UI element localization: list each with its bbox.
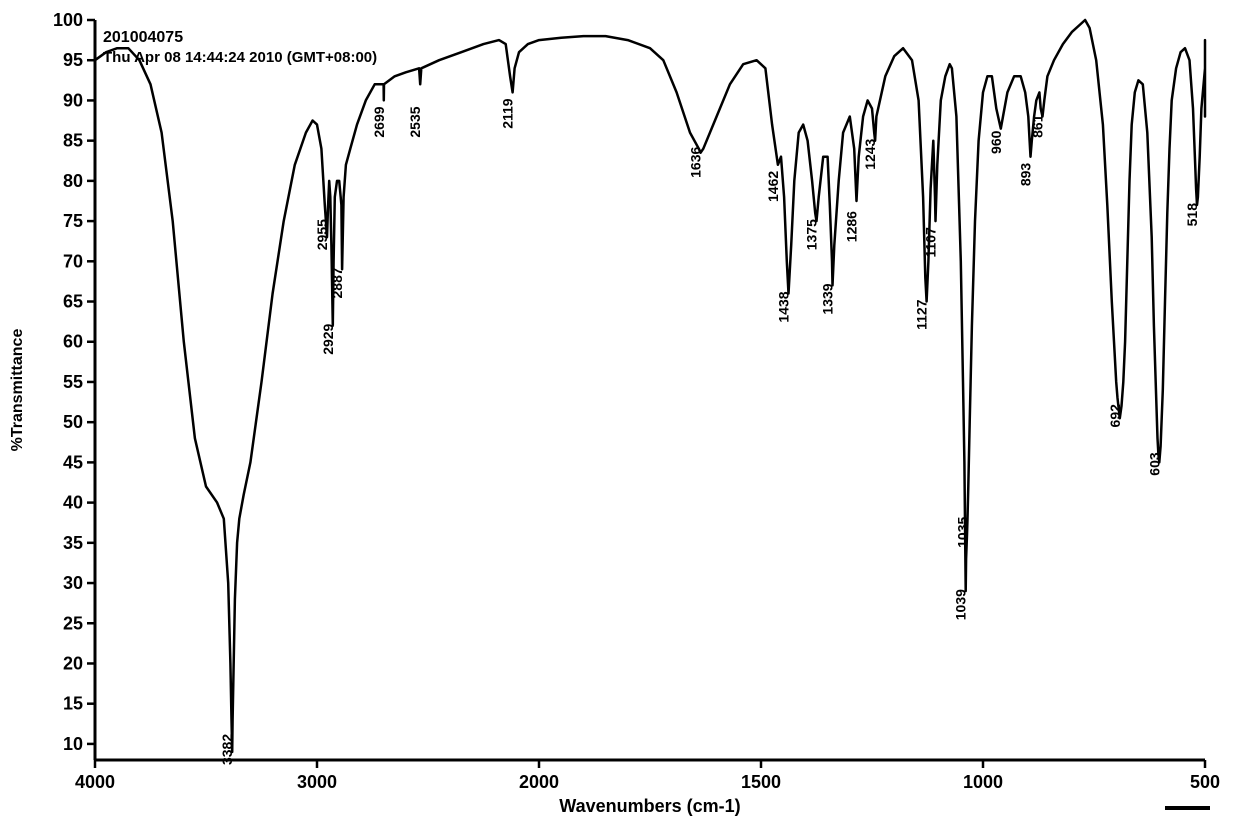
y-tick-label: 65: [63, 292, 83, 312]
ir-spectrum-chart: 10 15 20 25 30 35 40 45 50 55 60 65 70 75 80 85 90 95 100 4…: [0, 0, 1239, 837]
y-tick-label: 40: [63, 493, 83, 513]
y-tick-label: 60: [63, 332, 83, 352]
peak-label: 1286: [843, 211, 859, 242]
x-tick-label: 3000: [297, 772, 337, 792]
sample-id: 201004075: [103, 29, 183, 46]
peak-label: 2955: [314, 219, 330, 250]
y-tick-label: 50: [63, 412, 83, 432]
y-tick-label: 80: [63, 171, 83, 191]
y-tick-label: 15: [63, 694, 83, 714]
peak-label: 603: [1146, 452, 1162, 476]
peak-label: 1035: [954, 516, 970, 547]
chart-svg: 10 15 20 25 30 35 40 45 50 55 60 65 70 75 80 85 90 95 100 4…: [0, 0, 1239, 837]
y-tick-label: 75: [63, 211, 83, 231]
peak-label: 1636: [688, 146, 704, 177]
peak-label: 1039: [953, 589, 969, 620]
y-tick-label: 45: [63, 452, 83, 472]
y-tick-label: 55: [63, 372, 83, 392]
y-tick-label: 95: [63, 50, 83, 70]
peak-label: 1243: [862, 138, 878, 169]
peak-label: 1107: [922, 227, 938, 258]
peak-label: 1462: [765, 171, 781, 202]
peak-label: 893: [1018, 163, 1034, 187]
peak-label: 1127: [914, 299, 930, 330]
peak-label: 960: [988, 130, 1004, 154]
y-tick-label: 10: [63, 734, 83, 754]
x-tick-label: 500: [1190, 772, 1220, 792]
peak-label: 2699: [371, 106, 387, 137]
peak-label: 861: [1029, 114, 1045, 138]
peak-label: 2535: [407, 106, 423, 137]
x-tick-label: 2000: [519, 772, 559, 792]
peak-label: 518: [1184, 203, 1200, 227]
y-tick-label: 20: [63, 653, 83, 673]
y-tick-label: 25: [63, 613, 83, 633]
y-tick-label: 70: [63, 251, 83, 271]
peak-label: 2929: [320, 323, 336, 354]
y-tick-label: 85: [63, 131, 83, 151]
peak-label: 2887: [329, 267, 345, 298]
y-tick-label: 100: [53, 10, 83, 30]
x-axis-label: Wavenumbers (cm-1): [559, 796, 740, 816]
y-tick-label: 35: [63, 533, 83, 553]
y-axis-label: %Transmittance: [9, 329, 26, 452]
peak-label: 3382: [219, 734, 235, 765]
timestamp: Thu Apr 08 14:44:24 2010 (GMT+08:00): [103, 49, 377, 66]
x-tick-label: 1000: [963, 772, 1003, 792]
y-tick-label: 30: [63, 573, 83, 593]
y-tick-label: 90: [63, 90, 83, 110]
peak-label: 1438: [776, 291, 792, 322]
peak-label: 1375: [804, 219, 820, 250]
peak-label: 1339: [819, 283, 835, 314]
peak-label: 692: [1107, 404, 1123, 428]
x-tick-label: 1500: [741, 772, 781, 792]
peak-label: 2119: [500, 98, 516, 129]
x-tick-label: 4000: [75, 772, 115, 792]
